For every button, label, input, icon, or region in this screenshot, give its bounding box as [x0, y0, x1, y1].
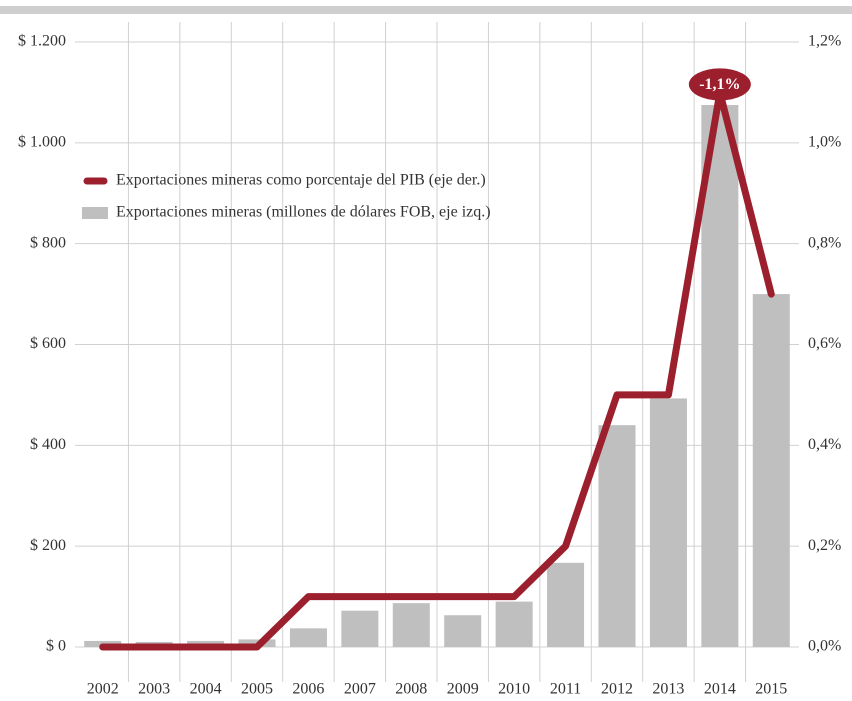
y-tick-label: $ 800 [30, 234, 66, 251]
y-tick-label: $ 0 [46, 638, 66, 655]
x-tick-label: 2005 [241, 681, 273, 698]
x-tick-label: 2006 [292, 681, 324, 698]
y2-tick-label: 1,2% [808, 33, 841, 50]
legend-label: Exportaciones mineras como porcentaje de… [116, 172, 486, 189]
bar [547, 562, 585, 647]
bar [495, 601, 533, 647]
x-tick-label: 2004 [190, 681, 222, 698]
top-rule [0, 6, 852, 14]
bar [289, 628, 327, 647]
bar [649, 398, 687, 647]
x-tick-label: 2007 [344, 681, 376, 698]
bar [341, 610, 379, 647]
x-tick-label: 2008 [395, 681, 427, 698]
y-tick-label: $ 600 [30, 335, 66, 352]
x-tick-label: 2002 [87, 681, 119, 698]
bar [701, 105, 739, 648]
y2-tick-label: 0,2% [808, 537, 841, 554]
x-tick-label: 2015 [755, 681, 787, 698]
y-tick-label: $ 200 [30, 537, 66, 554]
x-tick-label: 2013 [652, 681, 684, 698]
x-tick-label: 2011 [550, 681, 581, 698]
bar [752, 294, 790, 647]
line [99, 88, 775, 651]
y2-tick-label: 0,6% [808, 335, 841, 352]
y2-tick-label: 0,4% [808, 436, 841, 453]
x-tick-label: 2012 [601, 681, 633, 698]
bar [598, 425, 636, 647]
x-tick-label: 2009 [447, 681, 479, 698]
y2-tick-label: 0,8% [808, 234, 841, 251]
annotation: -1,1% [699, 76, 740, 93]
legend-label: Exportaciones mineras (millones de dólar… [116, 204, 491, 221]
x-tick-label: 2003 [138, 681, 170, 698]
x-tick-label: 2010 [498, 681, 530, 698]
y2-tick-label: 1,0% [808, 134, 841, 151]
x-tick-label: 2014 [704, 681, 736, 698]
legend-swatch [82, 207, 108, 219]
y-tick-label: $ 1.200 [18, 33, 66, 50]
y-tick-label: $ 400 [30, 436, 66, 453]
annotation-badge [688, 68, 751, 101]
bar [392, 603, 430, 647]
bar [444, 615, 482, 647]
y-tick-label: $ 1.000 [18, 134, 66, 151]
y2-tick-label: 0,0% [808, 638, 841, 655]
